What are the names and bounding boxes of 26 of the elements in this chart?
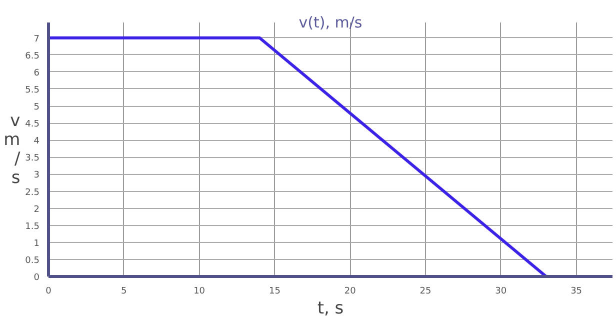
y-axis-title: v m / s bbox=[4, 111, 20, 188]
x-tick-label: 35 bbox=[570, 286, 582, 296]
y-tick-label: 0 bbox=[34, 273, 40, 283]
x-tick-label: 5 bbox=[121, 286, 127, 296]
y-tick-label: 4.5 bbox=[25, 120, 40, 130]
y-tick-label: 7 bbox=[34, 34, 40, 44]
y-tick-label: 6.5 bbox=[25, 51, 40, 62]
x-tick-label: 15 bbox=[268, 286, 280, 296]
y-tick-label: 5 bbox=[34, 102, 40, 113]
x-tick-label: 10 bbox=[194, 286, 206, 296]
y-tick-label: 2 bbox=[34, 204, 40, 215]
y-tick-label: 3.5 bbox=[25, 154, 40, 164]
x-tick-label: 25 bbox=[420, 286, 432, 296]
y-tick-label: 0.5 bbox=[25, 256, 40, 266]
y-tick-label: 1.5 bbox=[25, 222, 40, 232]
chart-title: v(t), m/s bbox=[298, 14, 362, 32]
x-tick-label: 30 bbox=[495, 286, 507, 296]
y-tick-label: 3 bbox=[34, 170, 40, 181]
y-tick-label: 4 bbox=[34, 136, 40, 147]
x-tick-label: 0 bbox=[46, 286, 52, 296]
y-tick-label: 6 bbox=[34, 68, 40, 78]
y-tick-label: 2.5 bbox=[25, 188, 40, 198]
x-axis-title: t, s bbox=[317, 298, 344, 318]
x-tick-label: 20 bbox=[344, 286, 356, 296]
y-tick-label: 1 bbox=[34, 238, 40, 249]
y-tick-label: 5.5 bbox=[25, 85, 40, 96]
